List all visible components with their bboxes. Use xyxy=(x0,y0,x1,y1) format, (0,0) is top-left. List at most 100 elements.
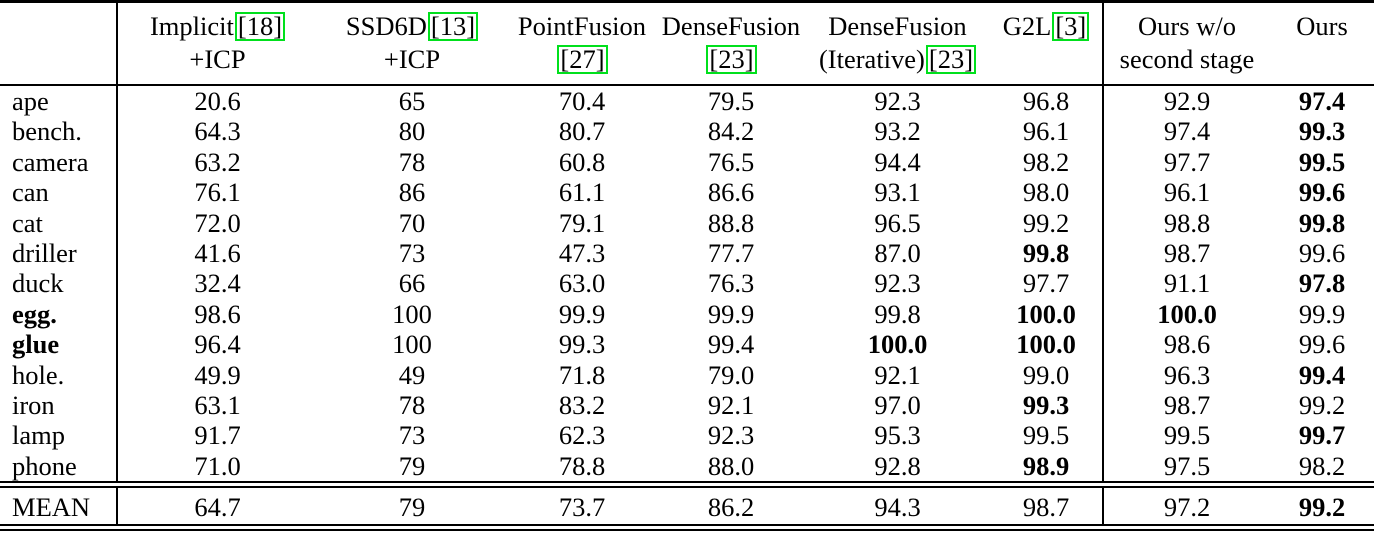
value-cell: 73 xyxy=(398,420,426,451)
header-text: Implicit xyxy=(149,11,234,41)
value-cell: 99.7 xyxy=(1298,420,1346,451)
table-row: driller 41.6 73 47.3 77.7 87.0 99.8 98.7 99.6 xyxy=(0,238,1374,269)
row-label: camera xyxy=(0,146,118,178)
value-cell: 99.8 xyxy=(990,238,1104,269)
value-cell: 100 xyxy=(392,329,432,360)
value-cell: 96.3 xyxy=(1163,359,1211,390)
value-cell: 91.1 xyxy=(1163,268,1211,299)
value-cell: 79 xyxy=(398,492,426,523)
row-label: duck xyxy=(0,268,118,299)
table-top-rule xyxy=(0,0,1374,3)
value-cell: 78 xyxy=(398,390,426,421)
mean-row-table: MEAN 64.7 79 73.7 86.2 94.3 98.7 97.2 99.2 xyxy=(0,488,1374,525)
value-cell: 86 xyxy=(398,177,426,208)
value-cell: 73.7 xyxy=(558,492,606,523)
value-cell: 98.7 xyxy=(990,488,1104,525)
citation-link[interactable]: [18] xyxy=(234,12,286,41)
header-line: PointFusion xyxy=(507,10,657,43)
header-text: PointFusion xyxy=(517,11,647,41)
citation-link[interactable]: [13] xyxy=(427,12,479,41)
value-cell: 96.8 xyxy=(990,85,1104,117)
value-cell: 98.9 xyxy=(990,450,1104,482)
value-cell: 97.5 xyxy=(1163,450,1211,481)
row-label: ape xyxy=(0,85,118,117)
value-cell: 97.4 xyxy=(1163,116,1211,147)
value-cell: 97.4 xyxy=(1298,86,1346,116)
column-header-ours: Ours xyxy=(1270,3,1374,86)
header-line: Ours xyxy=(1270,10,1374,43)
value-cell: 71.0 xyxy=(194,450,241,481)
column-header-pointfusion: PointFusion [27] xyxy=(507,3,657,86)
citation-link[interactable]: [23] xyxy=(706,45,757,74)
value-cell: 77.7 xyxy=(707,238,755,269)
value-cell: 92.8 xyxy=(874,450,921,481)
citation-link[interactable]: [27] xyxy=(557,45,608,74)
citation-link[interactable]: [3] xyxy=(1052,12,1090,41)
value-cell: 47.3 xyxy=(558,238,606,269)
value-cell: 88.8 xyxy=(707,207,755,238)
header-text: G2L xyxy=(1002,11,1052,41)
value-cell: 76.5 xyxy=(707,146,755,177)
value-cell: 71.8 xyxy=(558,359,606,390)
row-label: can xyxy=(0,177,118,208)
table-row: glue 96.4 100 99.3 99.4 100.0 100.0 98.6 99.6 xyxy=(0,329,1374,360)
value-cell: 49 xyxy=(398,359,426,390)
table-row: cat 72.0 70 79.1 88.8 96.5 99.2 98.8 99.8 xyxy=(0,207,1374,239)
value-cell: 86.6 xyxy=(707,177,755,208)
row-label: cat xyxy=(0,207,118,239)
value-cell: 99.2 xyxy=(1298,492,1346,523)
value-cell: 99.9 xyxy=(558,298,606,329)
value-cell: 99.6 xyxy=(1298,177,1346,208)
value-cell: 66 xyxy=(398,268,426,299)
header-text: DenseFusion xyxy=(661,11,801,41)
table-row: bench. 64.3 80 80.7 84.2 93.2 96.1 97.4 99.3 xyxy=(0,116,1374,147)
table-row: iron 63.1 78 83.2 92.1 97.0 99.3 98.7 99.2 xyxy=(0,390,1374,421)
header-row: Implicit [18] +ICP SSD6D [13] +ICP PointFusion… xyxy=(0,3,1374,86)
value-cell: 99.5 xyxy=(990,420,1104,451)
value-cell: 73 xyxy=(398,238,426,269)
value-cell: 99.5 xyxy=(1163,420,1211,451)
row-label: glue xyxy=(0,329,118,360)
citation-link[interactable]: [23] xyxy=(925,45,977,74)
value-cell: 92.9 xyxy=(1163,86,1211,116)
value-cell: 99.4 xyxy=(1298,359,1346,390)
header-line: Implicit [18] xyxy=(118,10,317,43)
header-blank-cell xyxy=(0,3,118,86)
value-cell: 79 xyxy=(398,450,426,481)
value-cell: 93.1 xyxy=(874,177,921,208)
value-cell: 97.7 xyxy=(990,268,1104,299)
value-cell: 65 xyxy=(398,86,426,116)
value-cell: 99.0 xyxy=(990,359,1104,391)
header-line: [23] xyxy=(657,43,805,76)
row-label: lamp xyxy=(0,420,118,451)
value-cell: 86.2 xyxy=(707,492,755,523)
value-cell: 99.3 xyxy=(1298,116,1346,147)
table-row: ape 20.6 65 70.4 79.5 92.3 96.8 92.9 97.4 xyxy=(0,85,1374,117)
value-cell: 98.8 xyxy=(1163,207,1211,238)
value-cell: 100.0 xyxy=(990,329,1104,360)
value-cell: 92.1 xyxy=(707,390,755,421)
value-cell: 98.6 xyxy=(1163,329,1211,360)
value-cell: 91.7 xyxy=(194,420,241,451)
value-cell: 63.2 xyxy=(194,146,241,177)
header-line: +ICP xyxy=(317,43,507,76)
benchmark-table: Implicit [18] +ICP SSD6D [13] +ICP PointFusion… xyxy=(0,3,1374,482)
table-row: hole. 49.9 49 71.8 79.0 92.1 99.0 96.3 99.4 xyxy=(0,359,1374,391)
column-header-ssd6d-icp: SSD6D [13] +ICP xyxy=(317,3,507,86)
value-cell: 97.0 xyxy=(874,390,921,421)
column-header-ours-wo-second-stage: Ours w/o second stage xyxy=(1103,3,1270,86)
value-cell: 94.3 xyxy=(874,492,921,523)
value-cell: 97.2 xyxy=(1163,492,1211,523)
value-cell: 98.2 xyxy=(1298,450,1346,481)
table-row: egg. 98.6 100 99.9 99.9 99.8 100.0 100.0 99.9 xyxy=(0,298,1374,330)
value-cell: 63.1 xyxy=(194,390,241,421)
value-cell: 99.9 xyxy=(1298,298,1346,329)
value-cell: 92.3 xyxy=(707,420,755,451)
header-text: Ours xyxy=(1296,11,1348,41)
value-cell: 64.3 xyxy=(194,116,241,147)
value-cell: 79.5 xyxy=(707,86,755,116)
value-cell: 64.7 xyxy=(194,492,241,523)
header-text: +ICP xyxy=(189,44,246,74)
value-cell: 99.3 xyxy=(558,329,606,360)
